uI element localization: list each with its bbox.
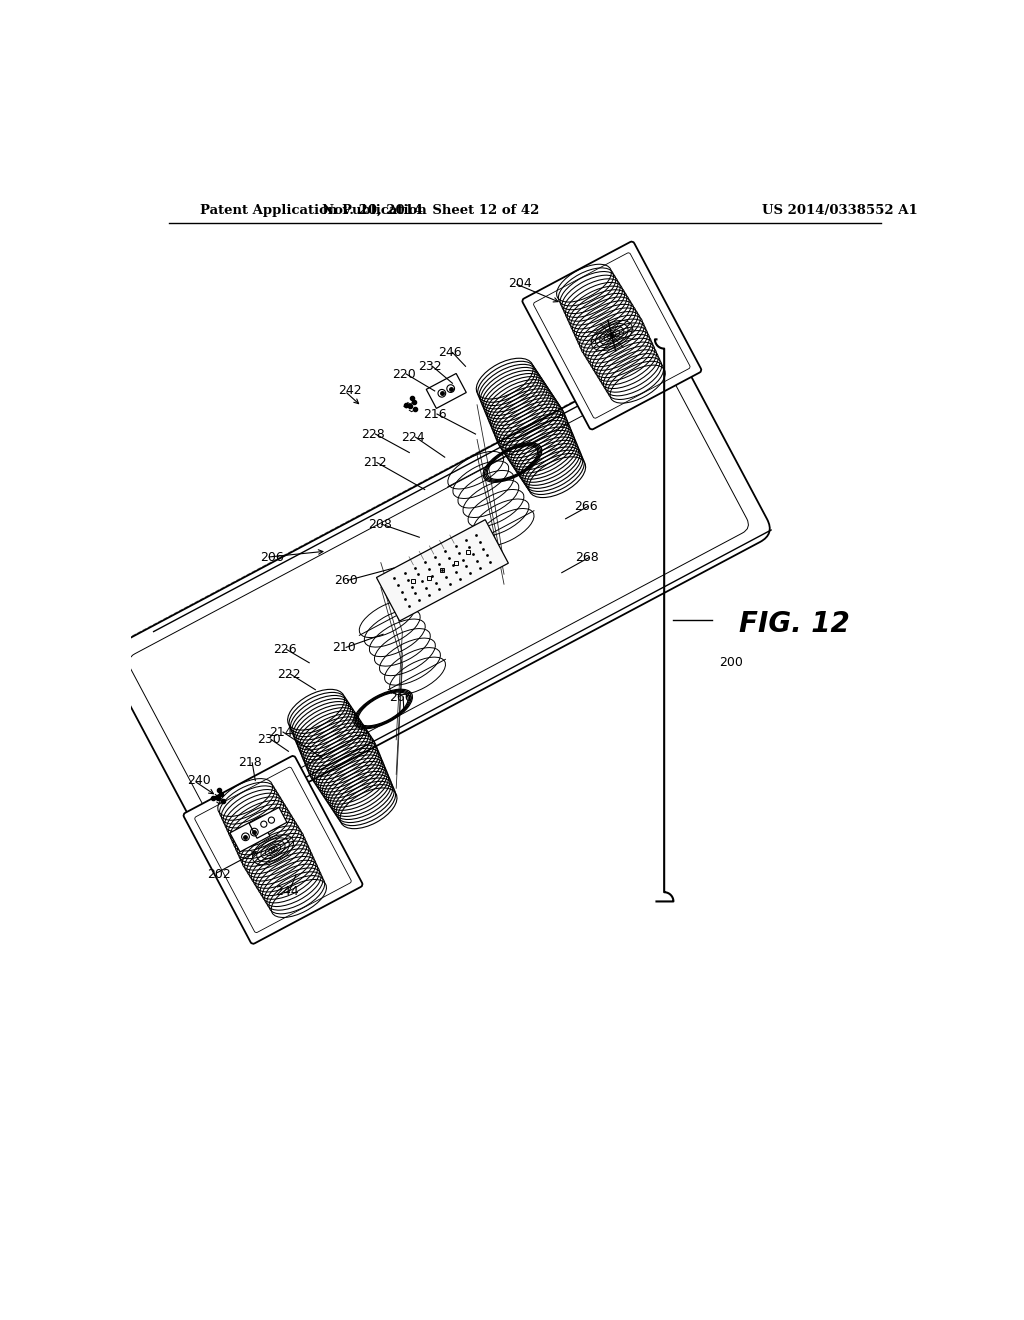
Text: 210: 210 — [333, 640, 356, 653]
Text: 244: 244 — [275, 884, 299, 898]
Text: 222: 222 — [276, 668, 300, 681]
Text: 246: 246 — [438, 346, 462, 359]
Text: 216: 216 — [423, 408, 446, 421]
Text: 224: 224 — [401, 430, 425, 444]
Text: 232: 232 — [419, 360, 442, 372]
FancyBboxPatch shape — [108, 352, 770, 834]
Text: 242: 242 — [339, 384, 362, 397]
Text: 202: 202 — [208, 869, 231, 880]
Bar — [230, 817, 270, 851]
Text: 214: 214 — [269, 726, 293, 739]
FancyBboxPatch shape — [183, 756, 362, 944]
Text: 212: 212 — [364, 455, 387, 469]
Text: Nov. 20, 2014  Sheet 12 of 42: Nov. 20, 2014 Sheet 12 of 42 — [323, 205, 540, 218]
Text: 206: 206 — [260, 550, 284, 564]
Text: US 2014/0338552 A1: US 2014/0338552 A1 — [762, 205, 918, 218]
Text: 240: 240 — [187, 774, 211, 787]
FancyBboxPatch shape — [522, 242, 701, 429]
Text: 230: 230 — [258, 733, 282, 746]
Text: 228: 228 — [361, 428, 385, 441]
Bar — [426, 374, 466, 408]
Text: 220: 220 — [392, 367, 416, 380]
Text: FIG. 12: FIG. 12 — [739, 610, 850, 639]
Text: 266: 266 — [574, 500, 598, 513]
Text: 200: 200 — [720, 656, 743, 669]
Bar — [377, 520, 508, 620]
Bar — [249, 808, 287, 838]
Text: 208: 208 — [368, 517, 391, 531]
Text: Patent Application Publication: Patent Application Publication — [200, 205, 427, 218]
Text: 266: 266 — [389, 690, 413, 704]
Text: 204: 204 — [508, 277, 531, 289]
Text: 260: 260 — [334, 574, 357, 587]
Text: 268: 268 — [575, 550, 599, 564]
Text: 218: 218 — [239, 756, 262, 770]
Text: 226: 226 — [273, 643, 297, 656]
